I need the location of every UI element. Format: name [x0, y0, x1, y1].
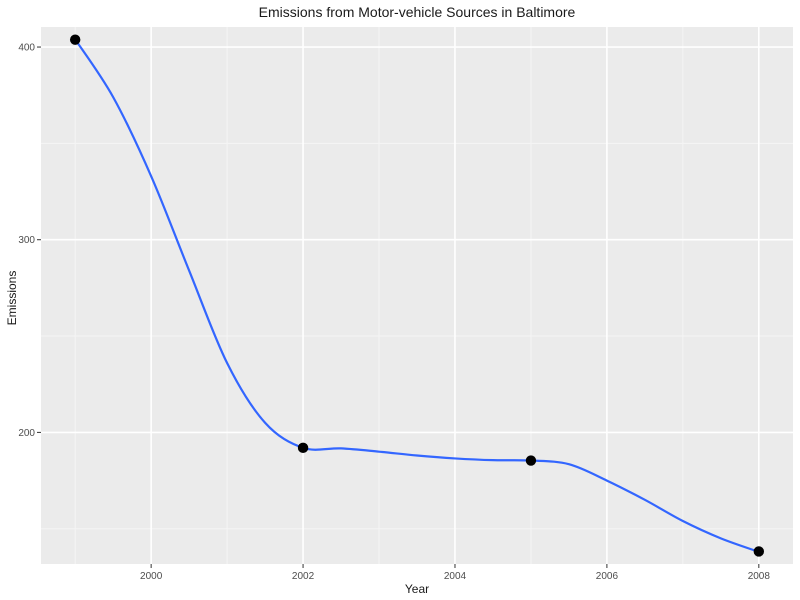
data-point: [69, 34, 81, 45]
data-point: [525, 455, 537, 466]
gridlines: [41, 27, 793, 564]
y-axis-label: Emissions: [5, 271, 19, 326]
x-axis-ticks: 2000 2002 2004 2006 2008: [140, 564, 770, 582]
data-points: [69, 34, 765, 557]
x-tick-label: 2008: [748, 571, 771, 582]
smooth-curve-layer: [74, 38, 760, 553]
smooth-trend-line: [74, 38, 760, 553]
x-tick-label: 2006: [596, 571, 619, 582]
y-tick-label: 300: [18, 235, 35, 246]
x-tick-label: 2000: [140, 571, 163, 582]
x-tick-label: 2002: [292, 571, 315, 582]
plot-panel-background: [41, 27, 793, 564]
y-tick-label: 200: [18, 428, 35, 439]
y-tick-label: 400: [18, 43, 35, 54]
data-point: [297, 442, 309, 454]
plot-panel: [41, 27, 793, 564]
x-tick-label: 2004: [444, 571, 467, 582]
data-point: [753, 546, 765, 557]
x-axis-label: Year: [405, 582, 429, 596]
y-axis-ticks: 200 300 400: [18, 43, 41, 439]
chart-title: Emissions from Motor-vehicle Sources in …: [259, 4, 576, 20]
